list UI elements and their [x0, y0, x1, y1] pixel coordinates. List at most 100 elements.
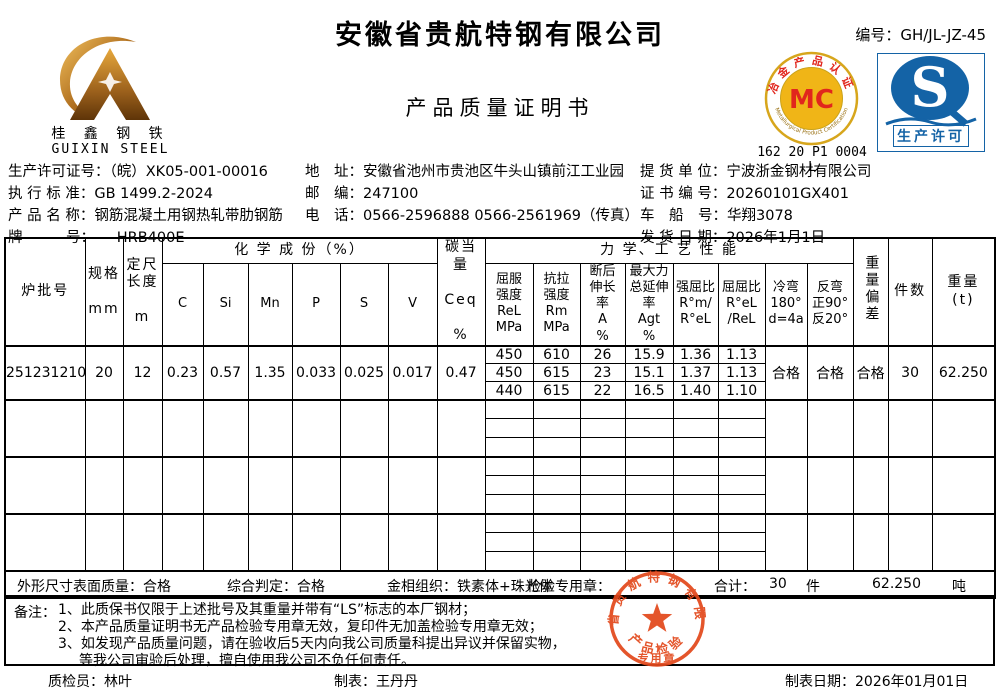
empty-cell: [579, 513, 626, 534]
empty-cell: [532, 551, 581, 572]
empty-cell: [931, 513, 996, 572]
col-header-cold-bend: 冷弯 180° d=4a: [764, 262, 808, 347]
empty-cell: [579, 399, 626, 420]
cell-cold-bend: 合格: [764, 345, 808, 401]
remark-line: 等我公司审验后处理，擅自使用我公司不负任何责任。: [79, 653, 415, 669]
empty-cell: [717, 418, 766, 439]
empty-cell: [484, 437, 534, 458]
empty-cell: [84, 456, 124, 515]
empty-cell: [484, 551, 534, 572]
empty-cell: [887, 456, 933, 515]
consignee-line: 提 货 单 位：宁波浙金钢材有限公司: [640, 164, 872, 180]
report-date: 制表日期：2026年01月01日: [785, 674, 969, 690]
stamp-line2: 专用章: [638, 651, 677, 665]
col-header-mn: Mn: [247, 262, 293, 347]
empty-cell: [532, 399, 581, 420]
empty-cell: [532, 494, 581, 515]
remark-line: 1、此质保书仅限于上述批号及其重量并带有“LS”标志的本厂钢材；: [58, 602, 477, 618]
cell-mech: 1.36: [672, 345, 719, 365]
col-header-ratio-rm-rel: 强屈比 R°m/ R°eL: [672, 262, 719, 347]
col-header-elongation: 断后 伸长 率 A %: [579, 262, 626, 347]
empty-cell: [484, 456, 534, 477]
guixin-steel-logo-icon: [60, 36, 150, 120]
cell-mech: 450: [484, 363, 534, 383]
empty-cell: [122, 456, 163, 515]
col-header-pieces: 件数: [887, 237, 933, 347]
empty-cell: [484, 513, 534, 534]
mc-badge-center-text: MC: [789, 85, 834, 115]
empty-cell: [624, 437, 674, 458]
col-header-yield: 屈服 强度 ReL MPa: [484, 262, 534, 347]
col-header-tensile: 抗拉 强度 Rm MPa: [532, 262, 581, 347]
logo-name-en: GUIXIN STEEL: [51, 142, 170, 157]
empty-cell: [161, 456, 204, 515]
empty-cell: [291, 399, 341, 458]
empty-cell: [579, 551, 626, 572]
empty-cell: [122, 399, 163, 458]
postcode-line: 邮 编：247100: [305, 186, 419, 202]
empty-cell: [624, 551, 674, 572]
empty-cell: [532, 437, 581, 458]
empty-cell: [436, 456, 486, 515]
total-label: 合计：: [714, 578, 756, 595]
cell-mech: 15.9: [624, 345, 674, 365]
empty-cell: [852, 399, 889, 458]
remark-line: 2、本产品质量证明书无产品检验专用章无效，复印件无加盖检验专用章无效；: [58, 619, 543, 635]
guixin-logo: 桂 鑫 钢 铁 GUIXIN STEEL: [38, 22, 183, 157]
summary-row: 外形尺寸表面质量：合格 综合判定：合格 金相组织：铁素体+珠光体 检验专用章： …: [4, 570, 996, 599]
empty-cell: [931, 456, 996, 515]
empty-cell: [672, 494, 719, 515]
col-header-batch: 炉批号: [4, 237, 86, 347]
empty-cell: [532, 456, 581, 477]
empty-cell: [672, 456, 719, 477]
empty-cell: [717, 532, 766, 553]
total-pieces: 30: [769, 575, 787, 592]
cell-mech: 1.13: [717, 345, 766, 365]
empty-cell: [84, 399, 124, 458]
empty-cell: [624, 513, 674, 534]
col-header-c: C: [161, 262, 204, 347]
cell-spec: 20: [84, 345, 124, 401]
weight-deviation-label: 重量偏差: [863, 255, 880, 324]
empty-cell: [339, 456, 389, 515]
empty-cell: [579, 437, 626, 458]
col-header-length: 定尺 长度 m: [122, 237, 163, 347]
empty-cell: [532, 513, 581, 534]
cell-si: 0.57: [202, 345, 249, 401]
address-line: 地 址：安徽省池州市贵池区牛头山镇前江工业园: [305, 164, 624, 180]
empty-cell: [202, 513, 249, 572]
col-header-v: V: [387, 262, 438, 347]
cell-mech: 15.1: [624, 363, 674, 383]
empty-cell: [717, 437, 766, 458]
document-title: 产品质量证明书: [405, 96, 595, 120]
empty-cell: [624, 399, 674, 420]
cell-mech: 610: [532, 345, 581, 365]
empty-cell: [387, 513, 438, 572]
empty-cell: [806, 399, 854, 458]
serial-number: 编号：GH/JL-JZ-45: [855, 26, 986, 44]
pieces-unit: 件: [806, 578, 820, 595]
cell-p: 0.033: [291, 345, 341, 401]
empty-cell: [717, 494, 766, 515]
weight-unit: 吨: [952, 578, 966, 595]
empty-cell: [672, 418, 719, 439]
col-header-agt: 最大力 总延伸 率 Agt %: [624, 262, 674, 347]
group-header-mechanical: 力 学、工 艺 性 能: [484, 237, 854, 264]
empty-cell: [122, 513, 163, 572]
empty-cell: [852, 456, 889, 515]
empty-cell: [4, 513, 86, 572]
cell-mech: 22: [579, 381, 626, 401]
cell-mech: 16.5: [624, 381, 674, 401]
empty-cell: [484, 494, 534, 515]
empty-cell: [202, 399, 249, 458]
info-column-right: 提 货 单 位：宁波浙金钢材有限公司 证 书 编 号：20260101GX401…: [640, 161, 871, 249]
cell-v: 0.017: [387, 345, 438, 401]
total-weight: 62.250: [872, 575, 921, 592]
cell-length: 12: [122, 345, 163, 401]
product-name-line: 产 品 名 称：钢筋混凝土用钢热轧带肋钢筋: [8, 208, 283, 224]
empty-cell: [806, 456, 854, 515]
surface-quality-result: 外形尺寸表面质量：合格: [17, 578, 171, 595]
empty-cell: [579, 456, 626, 477]
group-header-chemical: 化 学 成 份（%）: [161, 237, 438, 264]
overall-judgement: 综合判定：合格: [227, 578, 325, 595]
